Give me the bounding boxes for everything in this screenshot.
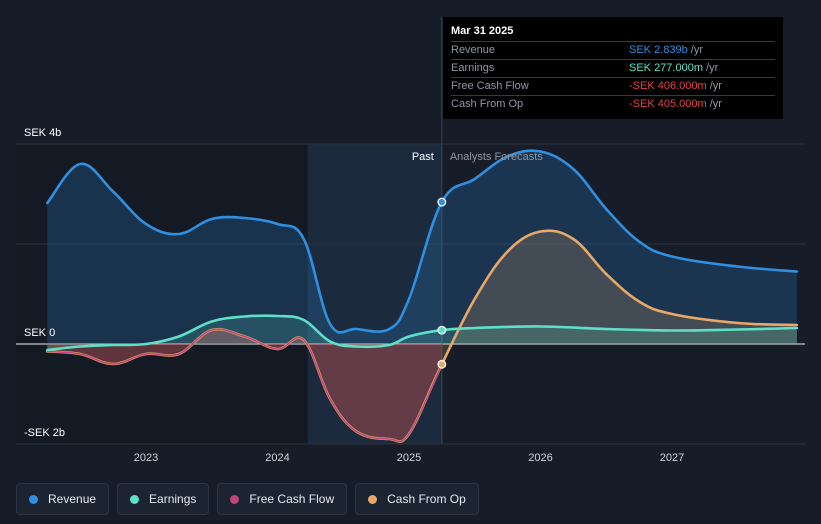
tooltip-value: -SEK 406.000m [629,80,707,92]
legend-item-revenue[interactable]: Revenue [16,483,110,515]
legend-label: Cash From Op [387,492,466,506]
tooltip-value: SEK 277.000m [629,62,703,74]
tooltip-value: SEK 2.839b [629,44,688,56]
y-axis-label: SEK 0 [24,327,55,339]
legend-item-cash-from-op[interactable]: Cash From Op [355,483,479,515]
tooltip-label: Revenue [451,44,496,56]
legend-label: Earnings [149,492,197,506]
legend-dot-icon [130,494,140,504]
legend-item-free-cash-flow[interactable]: Free Cash Flow [217,483,348,515]
tooltip-row-revenue: Revenue SEK 2.839b /yr [451,41,775,59]
tooltip-date: Mar 31 2025 [451,25,514,37]
tooltip-unit: /yr [706,80,722,92]
highlight-region [307,144,442,444]
free-cash-flow-area [47,329,442,442]
y-axis-label: -SEK 2b [24,427,65,439]
hover-tooltip: Mar 31 2025 Revenue SEK 2.839b /yr Earni… [443,17,783,119]
tooltip-label: Cash From Op [451,98,524,110]
cash-from-op-area [47,230,797,442]
earnings-marker [437,325,447,335]
x-tick-label: 2026 [528,452,552,464]
revenue-marker [437,197,447,207]
x-tick-label: 2024 [265,452,289,464]
past-label: Past [412,151,434,163]
tooltip-row-cash-from-op: Cash From Op -SEK 405.000m /yr [451,95,775,113]
tooltip-unit: /yr [687,44,703,56]
legend-dot-icon [368,494,378,504]
legend-dot-icon [29,494,38,504]
revenue-area [47,150,797,344]
legend-dot-icon [230,494,240,504]
legend-label: Revenue [48,492,97,506]
x-tick-label: 2023 [134,452,158,464]
revenue-line [46,149,799,334]
earnings-line [46,314,799,352]
tooltip-unit: /yr [706,98,722,110]
tooltip-value: -SEK 405.000m [629,98,707,110]
y-axis-label: SEK 4b [24,127,61,139]
x-tick-label: 2027 [660,452,684,464]
tooltip-label: Earnings [451,62,495,74]
tooltip-row-free-cash-flow: Free Cash Flow -SEK 406.000m /yr [451,77,775,95]
chart-legend: Revenue Earnings Free Cash Flow Cash Fro… [16,483,479,515]
legend-item-earnings[interactable]: Earnings [117,483,210,515]
legend-label: Free Cash Flow [249,492,335,506]
cash-from-op-marker [437,359,447,369]
x-tick-label: 2025 [397,452,421,464]
earnings-area [47,315,797,350]
tooltip-label: Free Cash Flow [451,80,529,92]
tooltip-unit: /yr [703,62,719,74]
tooltip-row-earnings: Earnings SEK 277.000m /yr [451,59,775,77]
forecast-label: Analysts Forecasts [450,151,543,163]
free-cash-flow-line [46,328,443,443]
